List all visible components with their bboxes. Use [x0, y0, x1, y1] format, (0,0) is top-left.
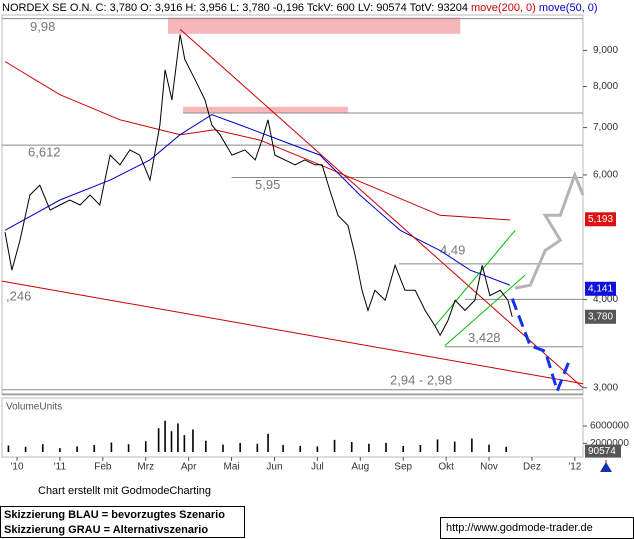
- x-tick-label: Feb: [94, 462, 112, 473]
- volume-bar: [436, 439, 439, 452]
- volume-bar: [299, 445, 302, 452]
- volume-bar: [192, 429, 194, 452]
- legend-ma200: move(200, 0): [471, 2, 536, 14]
- x-tick-label: Aug: [351, 462, 369, 473]
- volume-bar: [333, 439, 336, 452]
- volume-bar: [282, 445, 284, 452]
- icon-arrow: [600, 462, 612, 472]
- volume-bar: [93, 445, 96, 452]
- last-volume-label: 90574: [588, 446, 616, 457]
- volume-bar: [59, 448, 61, 452]
- y-tick-label: 8,000: [593, 81, 618, 92]
- last-value-label: 3,780: [588, 311, 613, 322]
- last-value-box: [585, 212, 616, 227]
- x-tick-label: Jun: [266, 462, 282, 473]
- level-label: 5,95: [255, 177, 280, 192]
- zone: [168, 17, 461, 34]
- volume-bar: [164, 420, 166, 452]
- x-tick-label: Okt: [438, 462, 454, 473]
- level-label: 4,49: [440, 242, 465, 257]
- series-line: [4, 61, 511, 221]
- series-line: [179, 28, 584, 389]
- volume-panel: [1, 397, 584, 458]
- x-tick-label: Nov: [480, 462, 498, 473]
- level-label: 9,98: [30, 19, 55, 34]
- volume-bar: [144, 441, 147, 452]
- header: NORDEX SE O.N. C: 3,780 O: 3,916 H: 3,95…: [2, 2, 598, 14]
- series-line: [434, 229, 516, 327]
- last-value-label: 4,141: [588, 283, 613, 294]
- plot-layer: 9,98 6,612 5,95 4,49 3,428 2,94 - 2,98 ,246 3,0…: [1, 17, 629, 473]
- zone: [183, 106, 348, 114]
- y-tick-label: 4,000: [593, 294, 618, 305]
- credit: Chart erstellt mit GodmodeCharting: [38, 485, 211, 497]
- x-tick-label: '11: [54, 462, 67, 473]
- last-value-box: [585, 309, 616, 324]
- volume-bar: [205, 440, 207, 452]
- range-label: 2,94 - 2,98: [390, 372, 452, 387]
- x-tick-label: Mrz: [137, 462, 154, 473]
- icon: [600, 460, 612, 472]
- volume-bar: [488, 444, 490, 452]
- volume-bar: [267, 433, 269, 452]
- legend-ma50: move(50, 0): [539, 2, 598, 14]
- volume-bar: [127, 444, 130, 452]
- x-tick-label: Dez: [523, 462, 541, 473]
- volume-bar: [350, 442, 353, 452]
- volume-bar: [183, 435, 186, 452]
- volume-bar: [239, 442, 241, 452]
- x-tick-label: Jul: [311, 462, 324, 473]
- level-label: 3,428: [468, 330, 501, 345]
- series-line: [514, 170, 585, 290]
- price-panel: [1, 14, 584, 396]
- volume-bar: [505, 446, 507, 452]
- volume-bar: [110, 442, 113, 452]
- last-value-label: 5,193: [588, 214, 613, 225]
- level-label: 6,612: [28, 145, 61, 160]
- series-line: [4, 114, 511, 286]
- x-tick-label: Sep: [394, 462, 412, 473]
- volume-bar: [402, 445, 405, 452]
- volume-bar: [7, 445, 10, 452]
- note-gray: Skizzierung GRAU = Alternativszenario: [4, 524, 208, 536]
- volume-bar: [316, 446, 319, 452]
- y-tick-label: 2000000: [590, 438, 629, 449]
- last-volume-box: [585, 444, 621, 458]
- volume-bar: [471, 438, 473, 452]
- series-line: [1, 280, 584, 385]
- series-line: [510, 298, 572, 396]
- x-tick-label: Apr: [181, 462, 197, 473]
- volume-bar: [177, 423, 179, 452]
- url: http://www.godmode-trader.de: [446, 522, 593, 534]
- volume-bar: [385, 442, 387, 452]
- x-tick-label: '12: [568, 462, 581, 473]
- y-tick-label: 7,000: [593, 122, 618, 133]
- y-tick-label: 9,000: [593, 45, 618, 56]
- y-tick-label: 6000000: [590, 421, 629, 432]
- volume-bar: [256, 443, 259, 452]
- volume-bar: [222, 444, 224, 452]
- volume-bar: [24, 446, 27, 452]
- volume-title: VolumeUnits: [6, 402, 62, 413]
- series-line: [444, 274, 526, 347]
- last-value-box: [585, 281, 616, 296]
- volume-bar: [157, 428, 160, 452]
- series-line: [4, 34, 513, 337]
- volume-bar: [453, 441, 456, 452]
- volume-bar: [368, 443, 370, 452]
- x-tick-label: Mai: [224, 462, 240, 473]
- y-tick-label: 3,000: [593, 382, 618, 393]
- y-tick-label: 6,000: [593, 170, 618, 181]
- note-blue: Skizzierung BLAU = bevorzugtes Szenario: [4, 509, 225, 521]
- volume-bar: [170, 431, 173, 452]
- x-tick-label: '10: [10, 462, 23, 473]
- header-text: NORDEX SE O.N. C: 3,780 O: 3,916 H: 3,95…: [2, 2, 468, 14]
- volume-bar: [76, 446, 78, 452]
- trend-label: ,246: [6, 288, 31, 303]
- volume-bar: [419, 445, 422, 452]
- volume-bar: [41, 444, 44, 452]
- note-box: [0, 506, 245, 538]
